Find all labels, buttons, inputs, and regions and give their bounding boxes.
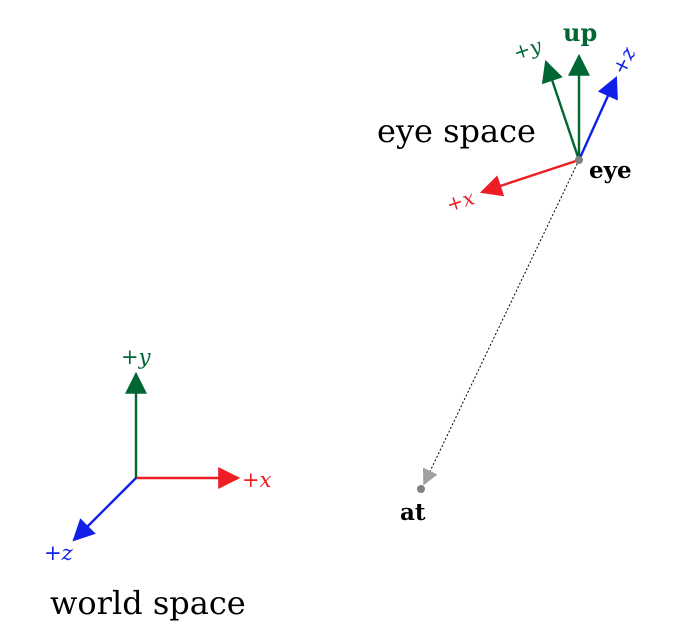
- eye-space-title: eye space: [377, 112, 536, 150]
- eye-z-axis: [577, 75, 618, 161]
- world-x-label: +x: [242, 468, 272, 492]
- eye-label: eye: [589, 157, 632, 184]
- world-z-label: +z: [44, 541, 74, 565]
- eye-x-label: +x: [443, 185, 477, 216]
- eye-point: [575, 156, 583, 164]
- eye-z-label: +z: [607, 43, 641, 78]
- eye-up-label: up: [563, 18, 597, 47]
- at-label: at: [400, 499, 426, 526]
- eye-x-axis: [479, 158, 580, 197]
- world-space-title: world space: [50, 584, 246, 622]
- world-y-label: +y: [121, 345, 152, 369]
- world-z-axis: [72, 477, 137, 542]
- eye-y-label: +y: [510, 33, 545, 65]
- world-axes: +x +y +z world space: [44, 345, 272, 622]
- eye-axes: up +y +z +x eye space: [377, 18, 641, 217]
- eye-y-axis: [541, 59, 581, 161]
- at-point: [417, 485, 425, 493]
